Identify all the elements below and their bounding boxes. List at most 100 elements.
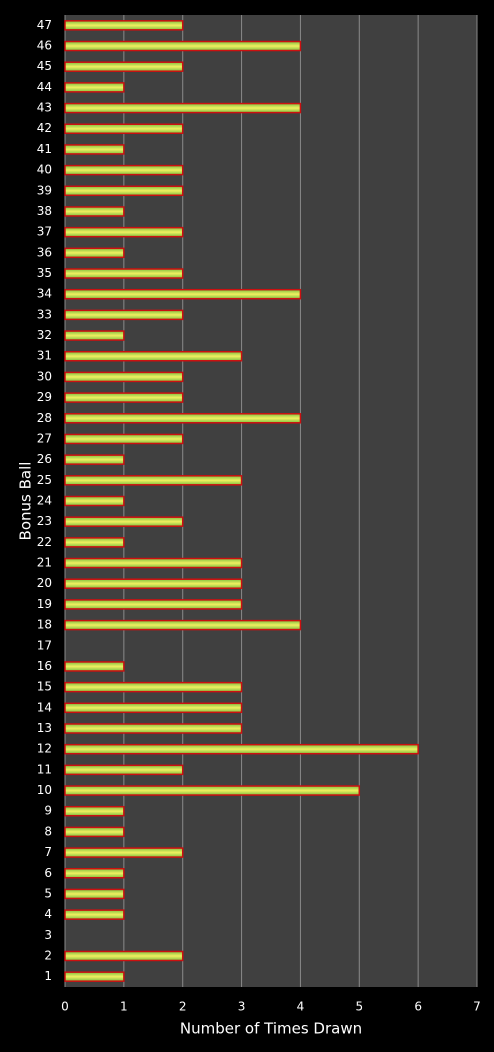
- y-tick-label: 4: [44, 907, 52, 921]
- x-axis-title: Number of Times Drawn: [180, 1020, 362, 1038]
- bar: [64, 743, 419, 755]
- y-tick-label: 12: [37, 742, 52, 756]
- y-tick-label: 44: [37, 80, 52, 94]
- y-tick-label: 7: [44, 845, 52, 859]
- bar: [64, 20, 184, 31]
- bar: [64, 950, 184, 962]
- bar: [64, 537, 125, 548]
- y-tick-label: 36: [37, 245, 52, 259]
- bar: [64, 164, 184, 176]
- bar: [64, 330, 125, 341]
- y-tick-label: 2: [44, 948, 52, 962]
- y-tick-label: 1: [44, 969, 52, 983]
- bar: [64, 226, 184, 238]
- x-tick-label: 6: [414, 1000, 422, 1014]
- y-tick-label: 3: [44, 928, 52, 942]
- bar: [64, 40, 302, 52]
- x-tick-label: 4: [297, 1000, 305, 1014]
- y-tick-label: 25: [37, 473, 52, 487]
- y-tick-label: 41: [37, 142, 52, 156]
- bar: [64, 723, 243, 734]
- y-tick-label: 23: [37, 514, 52, 528]
- y-tick-label: 32: [37, 328, 52, 342]
- y-tick-label: 17: [37, 638, 52, 652]
- y-tick-label: 21: [37, 556, 52, 570]
- bar: [64, 578, 243, 589]
- y-tick-label: 28: [37, 411, 52, 425]
- bar: [64, 371, 184, 383]
- x-tick-label: 3: [238, 1000, 246, 1014]
- y-tick-label: 47: [37, 18, 52, 32]
- y-tick-label: 33: [37, 307, 52, 321]
- y-tick-label: 40: [37, 163, 52, 177]
- bar: [64, 847, 184, 858]
- y-tick-label: 18: [37, 618, 52, 632]
- y-tick-label: 27: [37, 431, 52, 445]
- bar: [64, 102, 302, 114]
- x-tick-label: 7: [473, 1000, 481, 1014]
- bar: [64, 61, 184, 72]
- y-tick-label: 24: [37, 494, 52, 508]
- bar: [64, 123, 184, 134]
- y-tick-label: 14: [37, 700, 52, 714]
- y-tick-label: 16: [37, 659, 52, 673]
- y-tick-label: 35: [37, 266, 52, 280]
- y-tick-label: 9: [44, 804, 52, 818]
- y-axis-title: Bonus Ball: [17, 462, 35, 541]
- bar: [64, 475, 243, 486]
- bar: [64, 454, 125, 465]
- y-tick-label: 22: [37, 535, 52, 549]
- bar: [64, 392, 184, 403]
- y-tick-label: 38: [37, 204, 52, 218]
- y-tick-label: 45: [37, 59, 52, 73]
- bar: [64, 309, 184, 321]
- bar: [64, 350, 243, 362]
- y-tick-label: 31: [37, 349, 52, 363]
- bar: [64, 971, 125, 982]
- bar: [64, 413, 302, 424]
- y-tick-label: 43: [37, 101, 52, 115]
- bar: [64, 826, 125, 838]
- bar: [64, 206, 125, 217]
- y-tick-label: 37: [37, 225, 52, 239]
- bar: [64, 702, 243, 714]
- y-tick-label: 6: [44, 866, 52, 880]
- bar: [64, 805, 125, 817]
- bar: [64, 516, 184, 527]
- bar: [64, 288, 302, 300]
- y-tick-label: 30: [37, 369, 52, 383]
- y-tick-label: 10: [37, 783, 52, 797]
- bar: [64, 82, 125, 93]
- x-tick-label: 2: [179, 1000, 187, 1014]
- y-tick-label: 5: [44, 886, 52, 900]
- y-tick-label: 20: [37, 576, 52, 590]
- x-tick-label: 1: [120, 1000, 128, 1014]
- y-tick-label: 19: [37, 597, 52, 611]
- plot-area: [65, 15, 477, 987]
- bar: [64, 619, 302, 631]
- bar: [64, 868, 125, 879]
- x-tick-label: 0: [61, 1000, 69, 1014]
- bar: [64, 888, 125, 900]
- y-tick-label: 15: [37, 680, 52, 694]
- y-tick-label: 26: [37, 452, 52, 466]
- x-tick-label: 5: [355, 1000, 363, 1014]
- y-tick-label: 11: [37, 762, 52, 776]
- bar: [64, 764, 184, 776]
- y-tick-label: 34: [37, 287, 52, 301]
- y-tick-label: 29: [37, 390, 52, 404]
- bar: [64, 785, 361, 796]
- bar: [64, 681, 243, 693]
- y-tick-label: 46: [37, 39, 52, 53]
- bar: [64, 557, 243, 569]
- y-tick-label: 39: [37, 183, 52, 197]
- y-tick-label: 13: [37, 721, 52, 735]
- bar: [64, 433, 184, 445]
- bar: [64, 909, 125, 920]
- y-tick-label: 42: [37, 121, 52, 135]
- bar: [64, 661, 125, 672]
- bar: [64, 268, 184, 279]
- bar: [64, 599, 243, 610]
- bar: [64, 144, 125, 155]
